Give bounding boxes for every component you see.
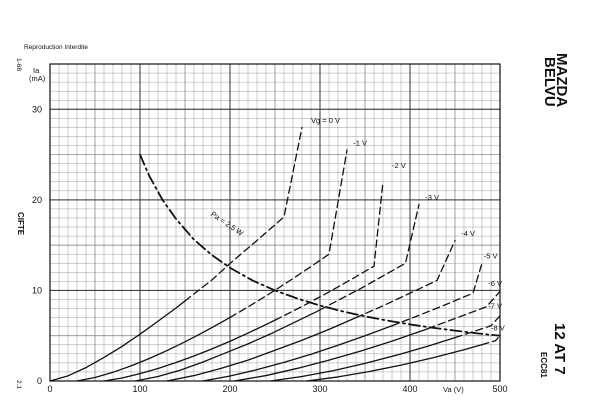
grid-voltage-label-6: -6 V	[488, 279, 502, 288]
page-header: Reproduction Interdite	[24, 44, 88, 51]
y-axis-tick-label: 10	[32, 285, 42, 295]
grid-voltage-curve-solid-8	[305, 343, 483, 382]
grid-voltage-curve-dashed-5	[391, 262, 483, 327]
grid-voltage-curve-dashed-4	[355, 239, 456, 319]
power-limit-layer	[139, 153, 501, 337]
plate-dissipation-label: Pa = 2,5 W	[209, 209, 246, 238]
x-axis-tick-label: 100	[132, 384, 147, 394]
y-axis-label-line-2: (mA)	[29, 74, 46, 83]
grid-voltage-label-2: -2 V	[392, 161, 406, 170]
grid-voltage-label-1: -1 V	[353, 139, 367, 148]
minor-grid	[49, 63, 501, 382]
grid-voltage-curve-dashed-3	[319, 203, 420, 311]
anode-characteristics-chart: 0 100 200 300 400 500 0 10 20 30 Ia(mA) Va (V) Vg = …	[29, 63, 508, 394]
x-axis-tick-label: 400	[402, 384, 417, 394]
y-axis-label-line-1: Ia	[33, 66, 40, 75]
right-margin-text: MAZDA BELVU 12 AT 7 ECC81	[539, 53, 570, 378]
plate-dissipation-curve	[139, 153, 501, 337]
grid-voltage-curve-dashed-1	[229, 149, 348, 319]
grid-voltage-label-4: -4 V	[461, 229, 475, 238]
tube-model: 12 AT 7	[551, 323, 568, 375]
grid-voltage-curve-dashed-0	[184, 126, 303, 302]
x-axis-tick-label: 200	[222, 384, 237, 394]
y-axis-tick-label: 30	[32, 104, 42, 114]
grid-voltage-label-8: -8 V	[491, 323, 505, 332]
left-code-bottom: 2.1	[15, 380, 22, 389]
left-margin-text: 1-68 CIFTE 2.1	[15, 58, 25, 389]
grid-voltage-label-3: -3 V	[425, 193, 439, 202]
grid-voltage-curve-solid-7	[269, 336, 456, 382]
x-axis-tick-label: 0	[47, 384, 52, 394]
right-brand-line-2: BELVU	[541, 57, 558, 107]
grid-voltage-curve-dashed-7	[454, 315, 501, 339]
grid-voltage-curve-dashed-2	[274, 181, 384, 321]
grid-voltage-label-5: -5 V	[484, 252, 498, 261]
chart-labels: 0 100 200 300 400 500 0 10 20 30 Ia(mA) Va (V) Vg = …	[29, 66, 508, 394]
grid-voltage-curve-solid-0	[49, 300, 186, 382]
y-axis-tick-label: 0	[37, 376, 42, 386]
grid-voltage-curve-solid-3	[134, 309, 321, 382]
grid-voltage-label-0: Vg = 0 V	[311, 116, 340, 125]
grid-voltage-curve-solid-2	[103, 319, 276, 382]
tube-model-alt: ECC81	[539, 352, 548, 378]
left-brand-mark: CIFTE	[16, 212, 25, 236]
x-axis-label: Va (V)	[443, 385, 464, 394]
x-axis-tick-label: 500	[492, 384, 507, 394]
x-axis-tick-label: 300	[312, 384, 327, 394]
grid-voltage-curve-solid-5	[202, 325, 393, 382]
grid-voltage-curve-solid-1	[76, 316, 231, 382]
reproduction-notice: Reproduction Interdite	[24, 44, 88, 51]
y-axis-tick-label: 20	[32, 195, 42, 205]
grid-voltage-curve-dashed-8	[481, 335, 501, 346]
grid-voltage-curve-dashed-6	[427, 290, 501, 330]
grid-voltage-curve-solid-4	[166, 316, 357, 382]
left-code-top: 1-68	[15, 58, 22, 71]
plate-curves	[49, 126, 501, 382]
grid-voltage-label-7: -7 V	[488, 302, 502, 311]
grid-voltage-curve-solid-6	[233, 327, 429, 382]
right-brand-line-1: MAZDA	[553, 53, 570, 107]
